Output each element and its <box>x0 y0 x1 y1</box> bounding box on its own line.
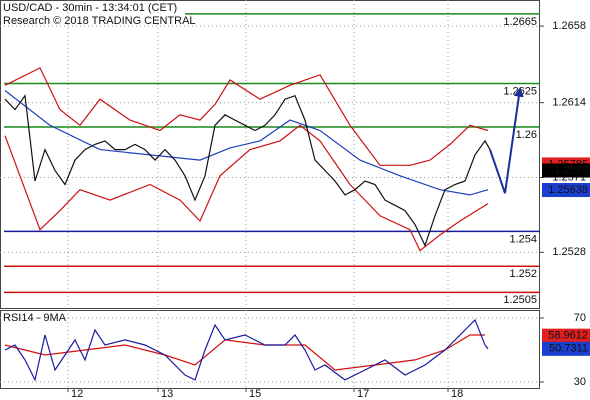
chart-title: RSI14 - 9MA <box>3 312 67 324</box>
chart-subtitle: Research © 2018 TRADING CENTRAL <box>3 15 196 27</box>
chart-title: USD/CAD - 30min - 13:34:01 (CET) <box>3 2 177 14</box>
series-line <box>4 94 491 247</box>
y-tick-label: 70 <box>574 312 586 324</box>
x-tick-label: 13 <box>161 388 173 400</box>
price-tag <box>542 163 590 178</box>
series-line <box>4 67 489 166</box>
level-label: 1.252 <box>509 268 537 280</box>
y-tick-label: 1.2658 <box>552 20 586 32</box>
panel-frame <box>0 310 540 389</box>
series-line <box>4 90 489 196</box>
y-tick-label: 1.2614 <box>552 97 586 109</box>
price-tag <box>542 341 590 356</box>
x-tick-label: 15 <box>249 388 261 400</box>
panel-frame <box>0 0 540 309</box>
y-tick-label: 30 <box>574 376 586 388</box>
price-tag <box>542 183 590 198</box>
level-label: 1.254 <box>509 233 537 245</box>
projection-arrow <box>489 86 524 194</box>
price-tag-label: 1.2575 <box>554 164 588 176</box>
price-tag <box>542 328 590 343</box>
x-tick-label: 18 <box>451 388 463 400</box>
series-line <box>4 334 485 371</box>
price-tag-label: 50.7311 <box>549 343 588 355</box>
price-tag-label: 1.25638 <box>548 184 588 196</box>
price-tag-label: 58.9612 <box>548 330 588 342</box>
x-tick-label: 17 <box>357 388 369 400</box>
level-label: 1.2505 <box>503 294 537 306</box>
level-label: 1.2665 <box>503 16 537 28</box>
x-tick-label: 12 <box>71 388 83 400</box>
series-line <box>4 124 489 252</box>
series-line <box>4 318 489 382</box>
level-label: 1.26 <box>516 129 537 141</box>
y-tick-label: 1.2528 <box>552 246 586 258</box>
